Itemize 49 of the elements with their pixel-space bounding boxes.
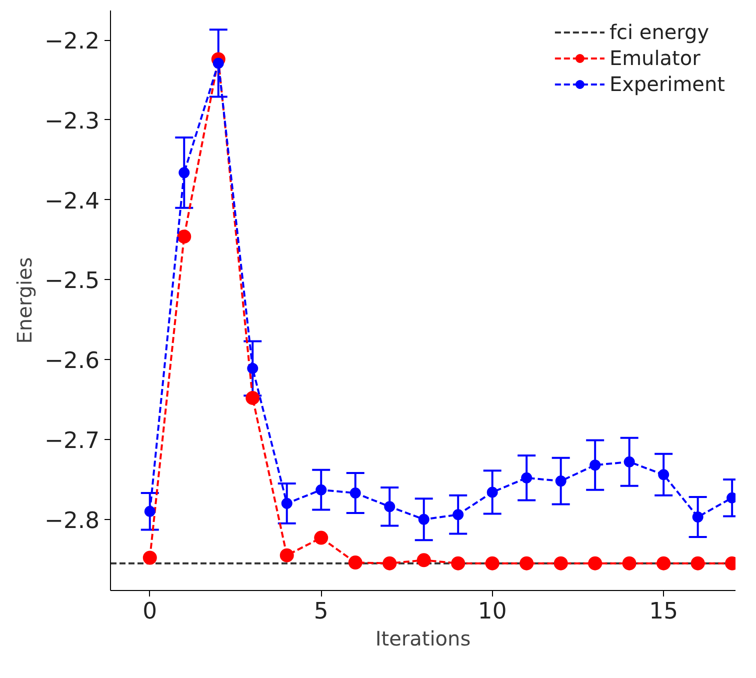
legend-label: Experiment <box>609 72 725 96</box>
x-tick-label: 15 <box>649 598 678 624</box>
point <box>590 460 601 471</box>
point <box>314 530 328 545</box>
y-tick-label: −2.6 <box>44 348 100 374</box>
point <box>520 556 534 570</box>
point <box>658 469 670 480</box>
y-tick-label: −2.7 <box>44 428 100 454</box>
point <box>622 556 636 570</box>
point <box>588 556 602 570</box>
point <box>350 488 361 499</box>
point <box>144 506 156 517</box>
x-axis-title: Iterations <box>375 626 471 650</box>
y-tick-label: −2.3 <box>44 108 100 134</box>
point <box>554 556 568 570</box>
y-tick-label: −2.4 <box>44 188 100 214</box>
point <box>416 553 431 568</box>
point <box>316 484 327 496</box>
point <box>485 556 500 570</box>
point <box>452 509 464 520</box>
y-tick-label: −2.8 <box>44 508 100 534</box>
point <box>555 476 566 487</box>
point <box>247 362 258 374</box>
point <box>177 230 192 244</box>
legend-label: Emulator <box>609 46 700 70</box>
y-axis-title: Energies <box>12 257 36 344</box>
point <box>142 550 157 565</box>
legend-label: fci energy <box>609 20 710 44</box>
point <box>246 390 260 405</box>
point <box>384 501 396 512</box>
point <box>692 512 704 522</box>
point <box>418 514 430 525</box>
x-tick-label: 0 <box>142 598 158 624</box>
x-tick-label: 10 <box>478 598 507 624</box>
point <box>624 456 635 468</box>
x-tick-label: 5 <box>314 598 328 624</box>
point <box>521 472 532 484</box>
point <box>656 556 671 570</box>
point <box>178 167 190 178</box>
point <box>212 58 224 69</box>
point <box>451 556 466 570</box>
y-tick-label: −2.2 <box>44 28 100 55</box>
point <box>690 556 705 570</box>
y-tick-label: −2.5 <box>44 268 100 294</box>
point <box>348 556 362 570</box>
point <box>281 498 292 509</box>
point <box>382 556 397 570</box>
point <box>486 486 498 498</box>
point <box>280 548 294 562</box>
